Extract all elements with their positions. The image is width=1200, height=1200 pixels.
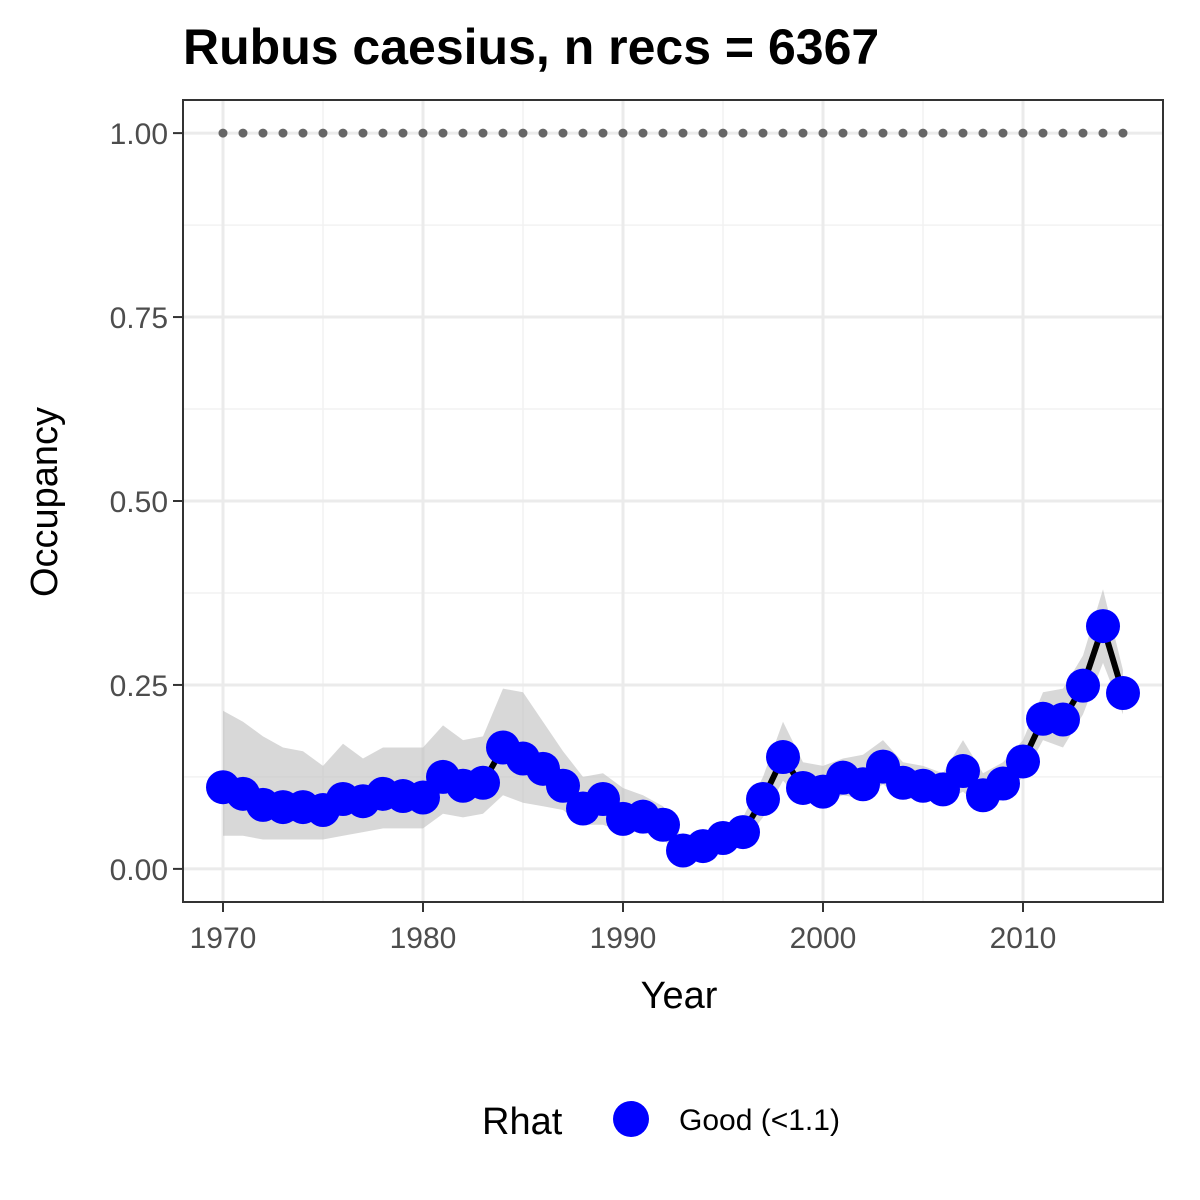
reference-point xyxy=(238,128,248,138)
reference-point xyxy=(978,128,988,138)
reference-point xyxy=(818,128,828,138)
reference-point xyxy=(418,128,428,138)
reference-point xyxy=(738,128,748,138)
x-tick-label: 1980 xyxy=(390,922,457,955)
occupancy-point xyxy=(766,740,800,775)
y-tick-label: 1.00 xyxy=(110,118,168,151)
reference-point xyxy=(518,128,528,138)
occupancy-point xyxy=(986,766,1020,801)
legend-title: Rhat xyxy=(482,1101,563,1143)
reference-point xyxy=(698,128,708,138)
reference-point xyxy=(798,128,808,138)
reference-point xyxy=(438,128,448,138)
x-tick-label: 2010 xyxy=(990,922,1057,955)
reference-point xyxy=(478,128,488,138)
occupancy-point xyxy=(466,765,500,800)
reference-point xyxy=(1078,128,1088,138)
reference-point xyxy=(918,128,928,138)
occupancy-point xyxy=(726,815,760,850)
occupancy-point xyxy=(1106,676,1140,711)
chart-title: Rubus caesius, n recs = 6367 xyxy=(183,19,879,75)
reference-point xyxy=(258,128,268,138)
occupancy-points xyxy=(206,609,1140,868)
reference-point xyxy=(218,128,228,138)
reference-point xyxy=(318,128,328,138)
reference-point xyxy=(298,128,308,138)
reference-point xyxy=(938,128,948,138)
reference-point xyxy=(1098,128,1108,138)
reference-point xyxy=(858,128,868,138)
reference-point xyxy=(338,128,348,138)
x-axis-title: Year xyxy=(641,975,718,1017)
reference-point xyxy=(598,128,608,138)
x-tick-label: 2000 xyxy=(790,922,857,955)
reference-point xyxy=(638,128,648,138)
reference-point xyxy=(498,128,508,138)
y-axis: 0.00 0.25 0.50 0.75 1.00 xyxy=(110,118,183,887)
reference-point xyxy=(278,128,288,138)
reference-point xyxy=(718,128,728,138)
y-tick-label: 0.50 xyxy=(110,486,168,519)
x-tick-label: 1970 xyxy=(190,922,257,955)
occupancy-point xyxy=(1066,668,1100,703)
reference-point xyxy=(898,128,908,138)
occupancy-point xyxy=(946,754,980,789)
reference-point xyxy=(378,128,388,138)
occupancy-point xyxy=(746,781,780,816)
y-tick-label: 0.25 xyxy=(110,670,168,703)
y-axis-title: Occupancy xyxy=(24,407,66,597)
reference-point xyxy=(458,128,468,138)
reference-point xyxy=(998,128,1008,138)
reference-point xyxy=(1118,128,1128,138)
reference-point xyxy=(958,128,968,138)
reference-point xyxy=(558,128,568,138)
reference-point xyxy=(1058,128,1068,138)
occupancy-point xyxy=(1046,702,1080,737)
reference-point xyxy=(578,128,588,138)
reference-point xyxy=(658,128,668,138)
reference-point xyxy=(758,128,768,138)
reference-point xyxy=(398,128,408,138)
plot-area xyxy=(182,99,1164,903)
legend-label-good: Good (<1.1) xyxy=(679,1104,840,1137)
reference-point xyxy=(838,128,848,138)
reference-point xyxy=(778,128,788,138)
reference-point xyxy=(878,128,888,138)
reference-point xyxy=(1018,128,1028,138)
y-tick-label: 0.00 xyxy=(110,854,168,887)
occupancy-point xyxy=(1086,609,1120,644)
reference-point xyxy=(678,128,688,138)
reference-point xyxy=(1038,128,1048,138)
reference-point xyxy=(538,128,548,138)
legend-key-good xyxy=(613,1101,649,1137)
occupancy-point xyxy=(646,807,680,842)
y-tick-label: 0.75 xyxy=(110,302,168,335)
x-tick-label: 1990 xyxy=(590,922,657,955)
x-axis: 1970 1980 1990 2000 2010 xyxy=(190,902,1057,955)
occupancy-point xyxy=(546,768,580,803)
reference-point xyxy=(358,128,368,138)
legend: Rhat Good (<1.1) xyxy=(482,1101,840,1143)
occupancy-point xyxy=(1006,744,1040,779)
reference-point xyxy=(618,128,628,138)
reference-points xyxy=(218,128,1128,138)
